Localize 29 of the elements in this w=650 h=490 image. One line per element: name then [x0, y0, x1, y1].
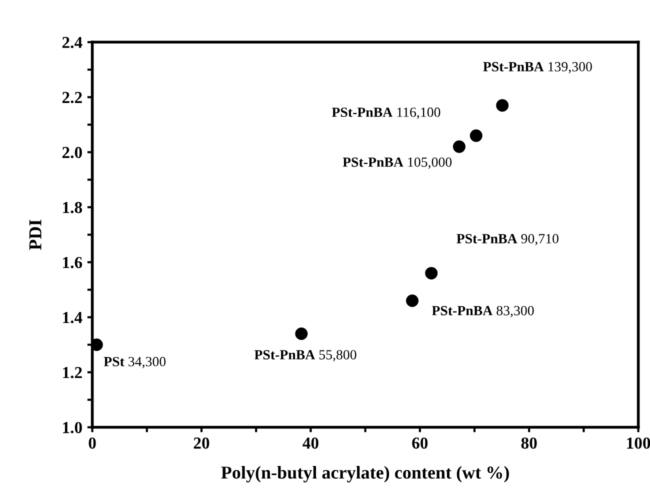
point: [452, 140, 466, 153]
y-tick-label: 1.2: [63, 367, 82, 378]
annotation: PSt-PnBA 83,300: [432, 306, 534, 318]
x-axis-title: Poly(n-butyl acrylate) content (wt %): [221, 466, 509, 482]
x-tick-label: 20: [194, 437, 210, 449]
y-tick-label: 2.2: [62, 92, 82, 104]
y-tick-label: 1.0: [63, 422, 82, 434]
x-tick-label: 0: [88, 437, 96, 449]
x-tick-label: 100: [627, 437, 650, 449]
x-tick-label: 40: [302, 437, 318, 449]
annotation: PSt-PnBA 105,000: [342, 157, 452, 169]
annotation: PSt 34,300: [104, 356, 166, 368]
annotation: PSt-PnBA 139,300: [483, 62, 592, 74]
y-tick-label: 1.8: [63, 202, 82, 214]
annotation: PSt-PnBA 116,100: [332, 108, 440, 119]
y-tick-label: 1.4: [63, 312, 82, 324]
annotation: PSt-PnBA 55,800: [254, 350, 356, 362]
y-tick-label: 2.0: [62, 146, 82, 158]
x-tick-label: 80: [521, 437, 537, 449]
y-axis-title: PDI: [29, 220, 42, 250]
point: [425, 266, 438, 280]
point: [406, 294, 419, 307]
point: [295, 327, 308, 340]
point: [470, 129, 482, 142]
y-tick-label: 1.6: [63, 256, 82, 268]
annotation: PSt-PnBA 90,710: [456, 234, 558, 246]
point: [496, 99, 509, 112]
y-tick-label: 2.4: [62, 36, 82, 48]
x-tick-label: 60: [412, 437, 428, 449]
